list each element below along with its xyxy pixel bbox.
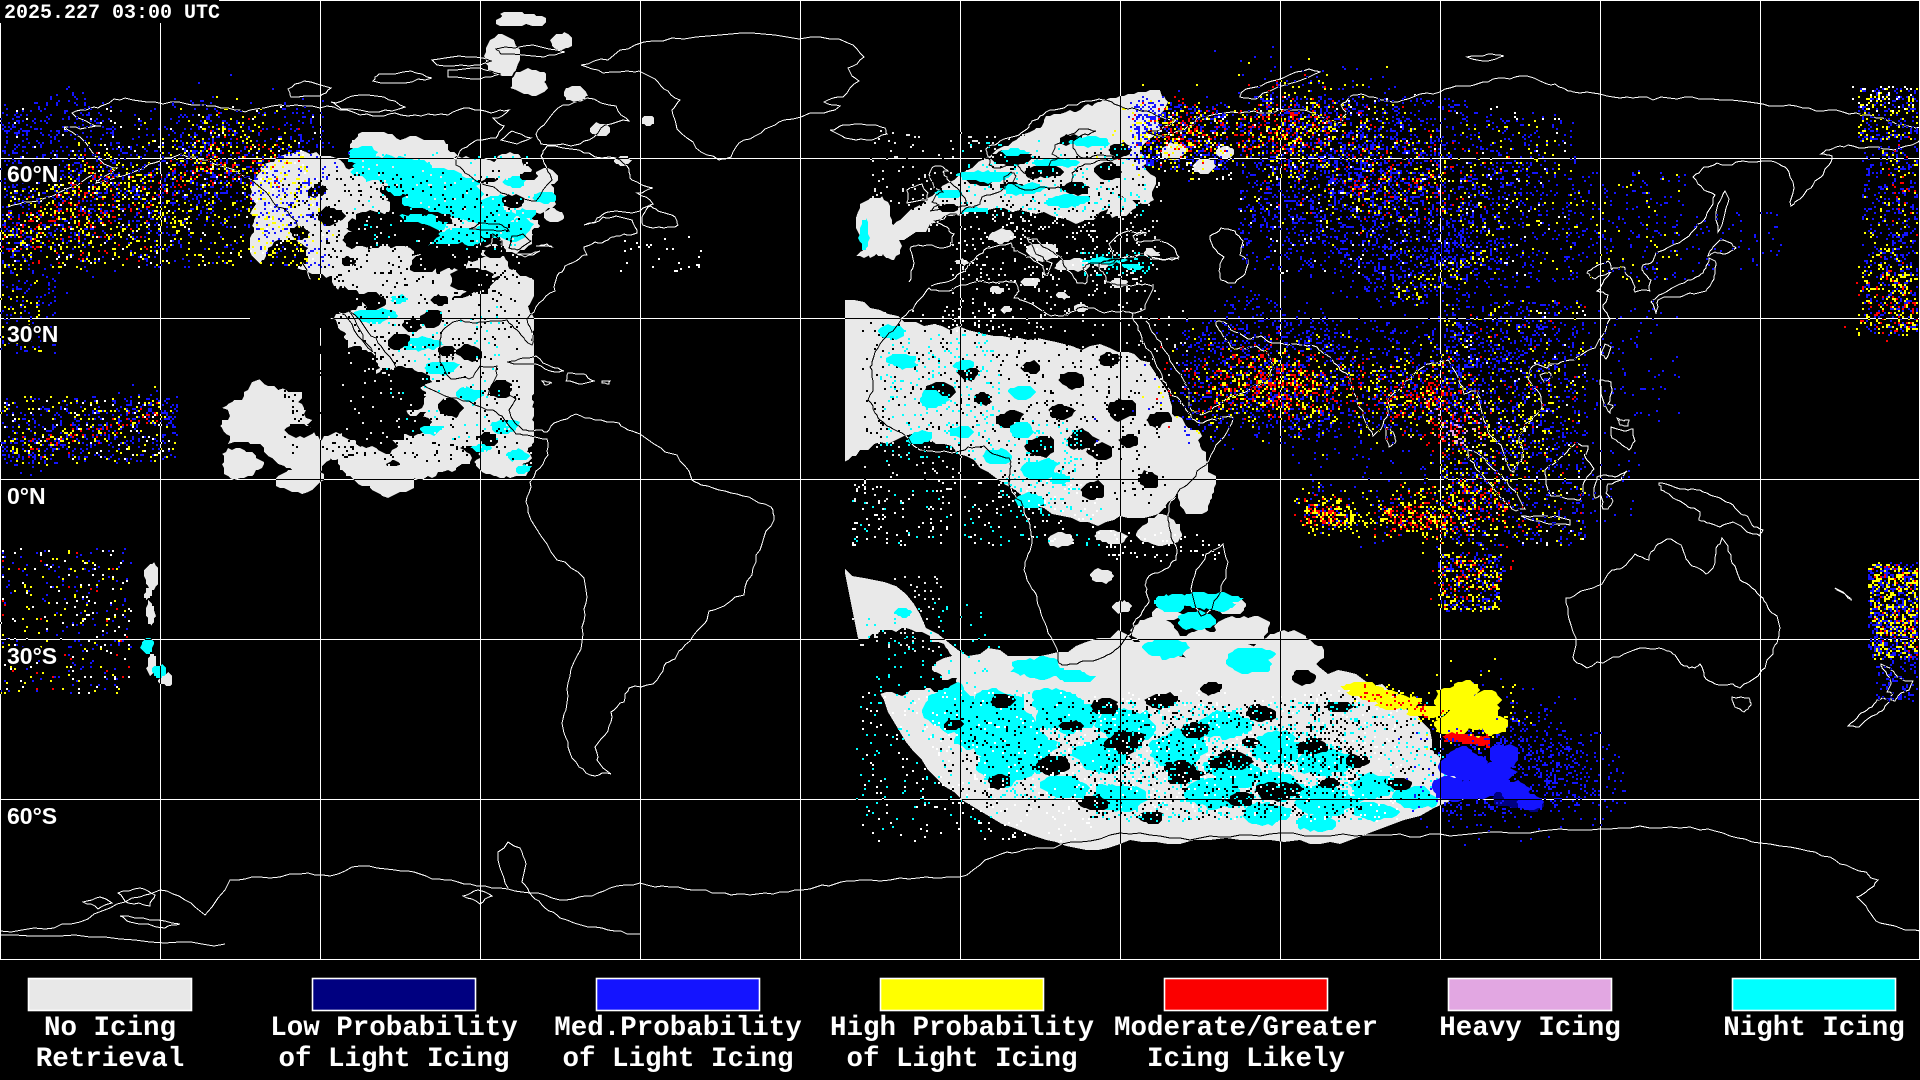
svg-text:of Light Icing: of Light Icing [846, 1044, 1077, 1075]
svg-text:60°S: 60°S [7, 803, 57, 829]
svg-text:Night Icing: Night Icing [1723, 1013, 1905, 1044]
svg-text:60°N: 60°N [7, 161, 58, 187]
svg-text:30°N: 30°N [7, 321, 58, 347]
svg-text:Med.Probability: Med.Probability [554, 1013, 802, 1044]
svg-text:of Light Icing: of Light Icing [562, 1044, 793, 1075]
svg-text:Heavy Icing: Heavy Icing [1439, 1013, 1621, 1044]
svg-text:No Icing: No Icing [44, 1013, 176, 1044]
svg-text:Low Probability: Low Probability [270, 1013, 518, 1044]
svg-text:2025.227 03:00 UTC: 2025.227 03:00 UTC [4, 2, 220, 25]
svg-text:High Probability: High Probability [830, 1013, 1094, 1044]
svg-text:Retrieval: Retrieval [36, 1044, 185, 1075]
svg-text:30°S: 30°S [7, 643, 57, 669]
svg-text:of Light Icing: of Light Icing [278, 1044, 509, 1075]
svg-text:Icing Likely: Icing Likely [1147, 1044, 1345, 1075]
svg-text:Moderate/Greater: Moderate/Greater [1114, 1013, 1378, 1044]
svg-text:0°N: 0°N [7, 483, 46, 509]
